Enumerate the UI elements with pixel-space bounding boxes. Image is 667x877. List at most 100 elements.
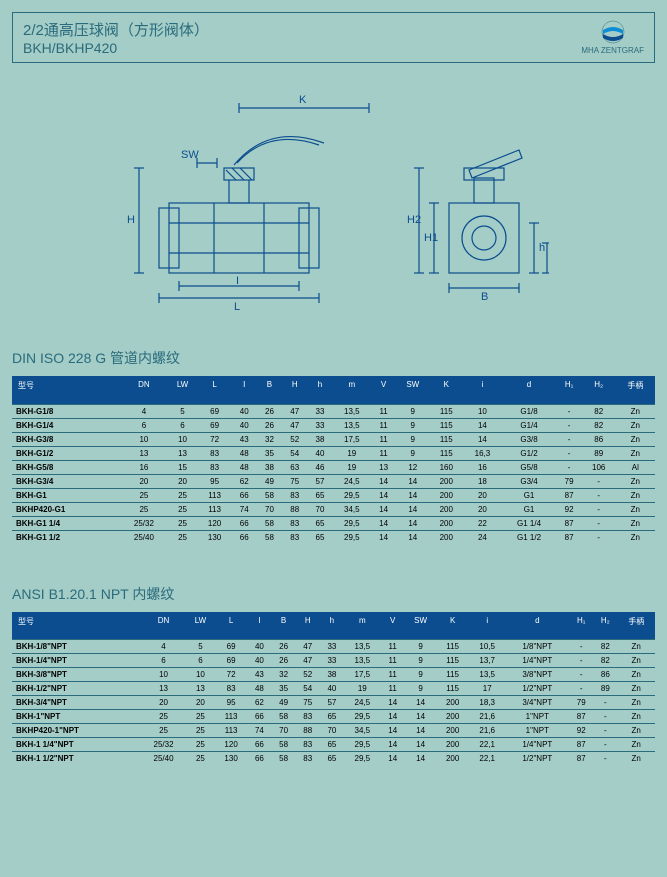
cell: 52 xyxy=(282,432,307,446)
cell: BKH-G3/4 xyxy=(12,474,120,488)
cell: 13 xyxy=(167,446,197,460)
cell: 86 xyxy=(582,432,616,446)
cell: 38 xyxy=(320,668,344,682)
cell: 16,3 xyxy=(463,446,501,460)
col-header: DN xyxy=(120,376,167,404)
cell: 11 xyxy=(371,418,396,432)
cell: Zn xyxy=(616,432,655,446)
cell: 160 xyxy=(429,460,463,474)
cell: 20 xyxy=(167,474,197,488)
cell: 13 xyxy=(371,460,396,474)
cell: 63 xyxy=(282,460,307,474)
col-header: K xyxy=(429,376,463,404)
col-header: DN xyxy=(141,612,186,640)
table-row: BKH-G3/42020956249755724,5141420018G3/47… xyxy=(12,474,655,488)
cell: 29,5 xyxy=(344,738,381,752)
col-header: 型号 xyxy=(12,376,120,404)
cell: 87 xyxy=(556,530,581,544)
cell: 65 xyxy=(307,516,332,530)
cell: 19 xyxy=(333,460,371,474)
cell: 40 xyxy=(307,446,332,460)
cell: G1/8 xyxy=(502,404,557,418)
cell: 65 xyxy=(307,530,332,544)
cell: BKHP420-G1 xyxy=(12,502,120,516)
cell: 88 xyxy=(296,724,320,738)
col-header: 手柄 xyxy=(616,376,655,404)
cell: 14 xyxy=(381,696,405,710)
cell: 87 xyxy=(556,516,581,530)
cell: 13,5 xyxy=(344,654,381,668)
cell: 6 xyxy=(167,418,197,432)
cell: - xyxy=(569,682,593,696)
cell: 25 xyxy=(167,502,197,516)
cell: 54 xyxy=(296,682,320,696)
cell: BKH-G1/4 xyxy=(12,418,120,432)
cell: 66 xyxy=(247,752,271,766)
cell: 69 xyxy=(215,654,248,668)
cell: BKH-1/2"NPT xyxy=(12,682,141,696)
cell: 79 xyxy=(556,474,581,488)
cell: 25 xyxy=(141,710,186,724)
cell: 13 xyxy=(186,682,215,696)
cell: 14 xyxy=(463,418,501,432)
cell: 48 xyxy=(232,446,257,460)
cell: 87 xyxy=(569,710,593,724)
table-row: BKH-1/2"NPT1313834835544019119115171/2"N… xyxy=(12,682,655,696)
table-row: BKH-G1/2131383483554401911911516,3G1/2-8… xyxy=(12,446,655,460)
cell: 200 xyxy=(436,752,469,766)
section1-title: DIN ISO 228 G 管道内螺纹 xyxy=(12,348,655,368)
cell: G1 1/2 xyxy=(502,530,557,544)
cell: 10 xyxy=(463,404,501,418)
cell: BKH-1 1/2"NPT xyxy=(12,752,141,766)
page: 2/2通高压球阀（方形阀体） BKH/BKHP420 MHA ZENTGRAF xyxy=(12,12,655,865)
cell: - xyxy=(582,474,616,488)
cell: 58 xyxy=(257,530,282,544)
cell: 11 xyxy=(381,640,405,654)
cell: 200 xyxy=(429,474,463,488)
cell: 62 xyxy=(232,474,257,488)
dim-h2: H2 xyxy=(407,214,421,226)
cell: BKH-1/8"NPT xyxy=(12,640,141,654)
cell: 29,5 xyxy=(333,488,371,502)
table-header-row: 型号DNLWLIBHhmVSWKidH₁H₂手柄 xyxy=(12,612,655,640)
cell: Zn xyxy=(616,516,655,530)
cell: 40 xyxy=(232,418,257,432)
cell: 9 xyxy=(405,668,437,682)
cell: 16 xyxy=(120,460,167,474)
cell: 82 xyxy=(593,640,617,654)
cell: 120 xyxy=(198,516,232,530)
cell: 17,5 xyxy=(333,432,371,446)
cell: - xyxy=(593,738,617,752)
cell: 14 xyxy=(371,474,396,488)
cell: 115 xyxy=(429,432,463,446)
cell: 25/32 xyxy=(141,738,186,752)
cell: 113 xyxy=(215,710,248,724)
cell: - xyxy=(593,752,617,766)
cell: 115 xyxy=(429,446,463,460)
cell: - xyxy=(593,724,617,738)
cell: 65 xyxy=(320,738,344,752)
cell: 6 xyxy=(141,654,186,668)
col-header: H₂ xyxy=(593,612,617,640)
cell: 200 xyxy=(436,738,469,752)
header-box: 2/2通高压球阀（方形阀体） BKH/BKHP420 MHA ZENTGRAF xyxy=(12,12,655,63)
cell: 106 xyxy=(582,460,616,474)
cell: 113 xyxy=(198,488,232,502)
col-header: B xyxy=(257,376,282,404)
cell: 6 xyxy=(186,654,215,668)
cell: 75 xyxy=(296,696,320,710)
cell: 9 xyxy=(396,446,429,460)
cell: 66 xyxy=(232,530,257,544)
cell: 26 xyxy=(257,404,282,418)
cell: - xyxy=(569,668,593,682)
cell: 115 xyxy=(436,654,469,668)
cell: BKH-3/4"NPT xyxy=(12,696,141,710)
cell: BKH-G1/8 xyxy=(12,404,120,418)
title-cn: 2/2通高压球阀（方形阀体） xyxy=(23,19,209,40)
cell: 74 xyxy=(232,502,257,516)
table-row: BKH-G1/845694026473313,511911510G1/8-82Z… xyxy=(12,404,655,418)
cell: 21,6 xyxy=(469,724,506,738)
cell: 57 xyxy=(307,474,332,488)
cell: 1/8"NPT xyxy=(506,640,570,654)
cell: 48 xyxy=(247,682,271,696)
